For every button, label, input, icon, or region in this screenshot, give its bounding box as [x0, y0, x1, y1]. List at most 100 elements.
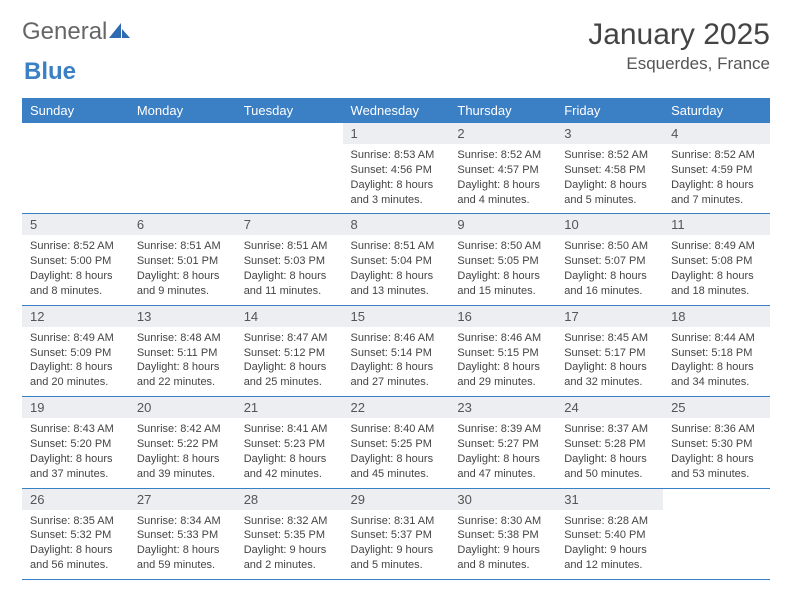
- day-number: 25: [663, 397, 770, 418]
- day-number: 2: [449, 123, 556, 144]
- calendar-day-cell: 3Sunrise: 8:52 AMSunset: 4:58 PMDaylight…: [556, 123, 663, 214]
- day-details: Sunrise: 8:49 AMSunset: 5:09 PMDaylight:…: [22, 327, 129, 396]
- day-details: Sunrise: 8:37 AMSunset: 5:28 PMDaylight:…: [556, 418, 663, 487]
- title-block: January 2025 Esquerdes, France: [588, 18, 770, 74]
- calendar-day-cell: 12Sunrise: 8:49 AMSunset: 5:09 PMDayligh…: [22, 305, 129, 396]
- day-number: 1: [343, 123, 450, 144]
- calendar-day-cell: 31Sunrise: 8:28 AMSunset: 5:40 PMDayligh…: [556, 488, 663, 579]
- weekday-header: Thursday: [449, 98, 556, 123]
- day-details: Sunrise: 8:50 AMSunset: 5:05 PMDaylight:…: [449, 235, 556, 304]
- logo-text-1: General: [22, 18, 107, 46]
- day-number: 12: [22, 306, 129, 327]
- calendar-day-cell: 13Sunrise: 8:48 AMSunset: 5:11 PMDayligh…: [129, 305, 236, 396]
- calendar-day-cell: 8Sunrise: 8:51 AMSunset: 5:04 PMDaylight…: [343, 214, 450, 305]
- day-number: 8: [343, 214, 450, 235]
- calendar-empty-cell: [129, 123, 236, 214]
- calendar-day-cell: 21Sunrise: 8:41 AMSunset: 5:23 PMDayligh…: [236, 397, 343, 488]
- calendar-day-cell: 26Sunrise: 8:35 AMSunset: 5:32 PMDayligh…: [22, 488, 129, 579]
- day-number: 27: [129, 489, 236, 510]
- weekday-header: Monday: [129, 98, 236, 123]
- calendar-empty-cell: [236, 123, 343, 214]
- location-subtitle: Esquerdes, France: [588, 54, 770, 74]
- day-details: Sunrise: 8:36 AMSunset: 5:30 PMDaylight:…: [663, 418, 770, 487]
- day-details: Sunrise: 8:41 AMSunset: 5:23 PMDaylight:…: [236, 418, 343, 487]
- logo-text-2: Blue: [24, 58, 76, 85]
- calendar-week-row: 1Sunrise: 8:53 AMSunset: 4:56 PMDaylight…: [22, 123, 770, 214]
- day-number: 30: [449, 489, 556, 510]
- day-details: Sunrise: 8:52 AMSunset: 4:57 PMDaylight:…: [449, 144, 556, 213]
- calendar-day-cell: 4Sunrise: 8:52 AMSunset: 4:59 PMDaylight…: [663, 123, 770, 214]
- calendar-body: 1Sunrise: 8:53 AMSunset: 4:56 PMDaylight…: [22, 123, 770, 579]
- day-details: Sunrise: 8:34 AMSunset: 5:33 PMDaylight:…: [129, 510, 236, 579]
- day-number: 29: [343, 489, 450, 510]
- calendar-week-row: 12Sunrise: 8:49 AMSunset: 5:09 PMDayligh…: [22, 305, 770, 396]
- day-number: 26: [22, 489, 129, 510]
- day-details: Sunrise: 8:30 AMSunset: 5:38 PMDaylight:…: [449, 510, 556, 579]
- day-number: 18: [663, 306, 770, 327]
- logo: General: [22, 18, 131, 46]
- day-number: 24: [556, 397, 663, 418]
- day-number: 10: [556, 214, 663, 235]
- weekday-header: Friday: [556, 98, 663, 123]
- day-number: 7: [236, 214, 343, 235]
- day-details: Sunrise: 8:53 AMSunset: 4:56 PMDaylight:…: [343, 144, 450, 213]
- day-number: 23: [449, 397, 556, 418]
- calendar-day-cell: 17Sunrise: 8:45 AMSunset: 5:17 PMDayligh…: [556, 305, 663, 396]
- day-details: Sunrise: 8:44 AMSunset: 5:18 PMDaylight:…: [663, 327, 770, 396]
- day-details: Sunrise: 8:46 AMSunset: 5:15 PMDaylight:…: [449, 327, 556, 396]
- calendar-day-cell: 23Sunrise: 8:39 AMSunset: 5:27 PMDayligh…: [449, 397, 556, 488]
- day-details: Sunrise: 8:47 AMSunset: 5:12 PMDaylight:…: [236, 327, 343, 396]
- day-number: 28: [236, 489, 343, 510]
- calendar-day-cell: 15Sunrise: 8:46 AMSunset: 5:14 PMDayligh…: [343, 305, 450, 396]
- day-number: 4: [663, 123, 770, 144]
- calendar-day-cell: 29Sunrise: 8:31 AMSunset: 5:37 PMDayligh…: [343, 488, 450, 579]
- day-number: 3: [556, 123, 663, 144]
- day-details: Sunrise: 8:51 AMSunset: 5:03 PMDaylight:…: [236, 235, 343, 304]
- day-number: 15: [343, 306, 450, 327]
- day-number: 31: [556, 489, 663, 510]
- day-details: Sunrise: 8:28 AMSunset: 5:40 PMDaylight:…: [556, 510, 663, 579]
- day-details: Sunrise: 8:52 AMSunset: 5:00 PMDaylight:…: [22, 235, 129, 304]
- calendar-day-cell: 11Sunrise: 8:49 AMSunset: 5:08 PMDayligh…: [663, 214, 770, 305]
- day-details: Sunrise: 8:35 AMSunset: 5:32 PMDaylight:…: [22, 510, 129, 579]
- calendar-day-cell: 10Sunrise: 8:50 AMSunset: 5:07 PMDayligh…: [556, 214, 663, 305]
- calendar-day-cell: 20Sunrise: 8:42 AMSunset: 5:22 PMDayligh…: [129, 397, 236, 488]
- calendar-table: SundayMondayTuesdayWednesdayThursdayFrid…: [22, 98, 770, 580]
- calendar-day-cell: 25Sunrise: 8:36 AMSunset: 5:30 PMDayligh…: [663, 397, 770, 488]
- day-details: Sunrise: 8:51 AMSunset: 5:01 PMDaylight:…: [129, 235, 236, 304]
- calendar-day-cell: 24Sunrise: 8:37 AMSunset: 5:28 PMDayligh…: [556, 397, 663, 488]
- logo-sail-icon: [109, 21, 131, 39]
- day-number: 5: [22, 214, 129, 235]
- calendar-day-cell: 7Sunrise: 8:51 AMSunset: 5:03 PMDaylight…: [236, 214, 343, 305]
- weekday-header: Wednesday: [343, 98, 450, 123]
- day-details: Sunrise: 8:52 AMSunset: 4:59 PMDaylight:…: [663, 144, 770, 213]
- calendar-day-cell: 28Sunrise: 8:32 AMSunset: 5:35 PMDayligh…: [236, 488, 343, 579]
- day-details: Sunrise: 8:52 AMSunset: 4:58 PMDaylight:…: [556, 144, 663, 213]
- calendar-day-cell: 9Sunrise: 8:50 AMSunset: 5:05 PMDaylight…: [449, 214, 556, 305]
- page-title: January 2025: [588, 18, 770, 52]
- calendar-day-cell: 19Sunrise: 8:43 AMSunset: 5:20 PMDayligh…: [22, 397, 129, 488]
- calendar-day-cell: 22Sunrise: 8:40 AMSunset: 5:25 PMDayligh…: [343, 397, 450, 488]
- day-number: 22: [343, 397, 450, 418]
- day-number: 13: [129, 306, 236, 327]
- day-details: Sunrise: 8:42 AMSunset: 5:22 PMDaylight:…: [129, 418, 236, 487]
- calendar-day-cell: 2Sunrise: 8:52 AMSunset: 4:57 PMDaylight…: [449, 123, 556, 214]
- calendar-week-row: 26Sunrise: 8:35 AMSunset: 5:32 PMDayligh…: [22, 488, 770, 579]
- day-number: 16: [449, 306, 556, 327]
- day-number: 19: [22, 397, 129, 418]
- weekday-header: Saturday: [663, 98, 770, 123]
- calendar-day-cell: 30Sunrise: 8:30 AMSunset: 5:38 PMDayligh…: [449, 488, 556, 579]
- calendar-day-cell: 6Sunrise: 8:51 AMSunset: 5:01 PMDaylight…: [129, 214, 236, 305]
- calendar-day-cell: 5Sunrise: 8:52 AMSunset: 5:00 PMDaylight…: [22, 214, 129, 305]
- day-details: Sunrise: 8:46 AMSunset: 5:14 PMDaylight:…: [343, 327, 450, 396]
- day-details: Sunrise: 8:31 AMSunset: 5:37 PMDaylight:…: [343, 510, 450, 579]
- calendar-empty-cell: [663, 488, 770, 579]
- calendar-day-cell: 16Sunrise: 8:46 AMSunset: 5:15 PMDayligh…: [449, 305, 556, 396]
- day-number: 6: [129, 214, 236, 235]
- weekday-header: Sunday: [22, 98, 129, 123]
- day-details: Sunrise: 8:48 AMSunset: 5:11 PMDaylight:…: [129, 327, 236, 396]
- day-number: 14: [236, 306, 343, 327]
- day-details: Sunrise: 8:51 AMSunset: 5:04 PMDaylight:…: [343, 235, 450, 304]
- calendar-week-row: 5Sunrise: 8:52 AMSunset: 5:00 PMDaylight…: [22, 214, 770, 305]
- calendar-head: SundayMondayTuesdayWednesdayThursdayFrid…: [22, 98, 770, 123]
